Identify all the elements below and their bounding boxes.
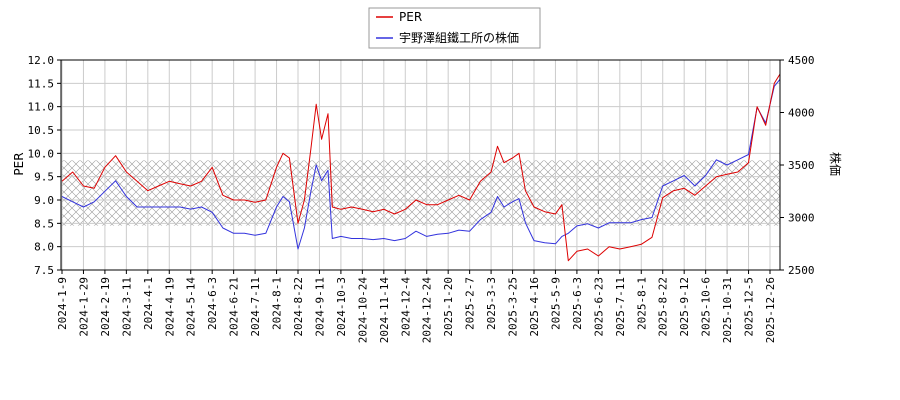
- x-tick-label: 2025-8-22: [657, 277, 670, 337]
- y-left-tick-label: 7.5: [34, 264, 54, 277]
- x-tick-label: 2025-12-26: [764, 277, 777, 343]
- series-line-per: [61, 73, 780, 262]
- x-tick-label: 2025-5-9: [549, 277, 562, 330]
- x-tick-label: 2024-12-4: [399, 277, 412, 337]
- x-tick-label: 2025-10-31: [721, 277, 734, 343]
- x-tick-label: 2025-10-6: [700, 277, 713, 337]
- x-axis: 2024-1-9 2024-1-29 2024-2-19 2024-3-11 2024-…: [56, 270, 777, 343]
- x-tick-label: 2024-7-11: [249, 277, 262, 337]
- x-tick-label: 2024-1-29: [77, 277, 90, 337]
- x-tick-label: 2024-12-24: [421, 277, 434, 344]
- legend: PER 宇野澤組鐵工所の株価: [368, 7, 541, 49]
- plot-area: [60, 59, 781, 271]
- x-tick-label: 2024-1-9: [56, 277, 69, 330]
- x-tick-label: 2024-11-14: [378, 277, 391, 344]
- x-tick-label: 2025-1-20: [442, 277, 455, 337]
- x-tick-label: 2024-3-11: [120, 277, 133, 337]
- y-axis-left-label: PER: [12, 152, 26, 175]
- y-right-tick-label: 2500: [788, 264, 815, 277]
- series-group: [61, 73, 780, 262]
- legend-box: [368, 7, 541, 49]
- x-tick-label: 2024-9-11: [313, 277, 326, 337]
- x-tick-label: 2025-6-3: [571, 277, 584, 330]
- legend-label-per: PER: [399, 10, 422, 24]
- y-left-tick-label: 11.0: [28, 101, 55, 114]
- y-axis-right: 2500 3000 3500 4000 4500: [780, 54, 815, 277]
- x-tick-label: 2025-3-25: [507, 277, 520, 337]
- x-tick-label: 2024-4-1: [142, 277, 155, 330]
- x-tick-label: 2024-10-3: [335, 277, 348, 337]
- x-tick-label: 2024-8-1: [271, 277, 284, 330]
- x-tick-label: 2025-8-1: [635, 277, 648, 330]
- y-left-tick-label: 9.0: [34, 194, 54, 207]
- y-left-tick-label: 9.5: [34, 171, 54, 184]
- x-tick-label: 2024-4-19: [163, 277, 176, 337]
- series-line-price: [61, 78, 780, 250]
- y-axis-right-label: 株価: [828, 152, 843, 176]
- legend-label-price: 宇野澤組鐵工所の株価: [399, 30, 519, 45]
- y-left-tick-label: 8.0: [34, 241, 54, 254]
- x-tick-label: 2025-4-16: [528, 277, 541, 337]
- y-axis-left: 7.5 8.0 8.5 9.0 9.5 10.0 10.5 11.0 11.5 12.0: [28, 54, 61, 277]
- y-right-tick-label: 4500: [788, 54, 815, 67]
- x-tick-label: 2024-5-14: [185, 277, 198, 337]
- x-tick-label: 2024-6-21: [228, 277, 241, 337]
- x-tick-label: 2024-10-24: [356, 277, 369, 344]
- y-right-tick-label: 3500: [788, 159, 815, 172]
- x-tick-label: 2025-3-3: [485, 277, 498, 330]
- x-tick-label: 2024-2-19: [99, 277, 112, 337]
- y-right-tick-label: 3000: [788, 212, 815, 225]
- y-left-tick-label: 8.5: [34, 217, 54, 230]
- x-tick-label: 2025-6-23: [592, 277, 605, 337]
- y-left-tick-label: 12.0: [28, 54, 55, 67]
- x-tick-label: 2025-2-7: [464, 277, 477, 330]
- x-tick-label: 2024-6-3: [206, 277, 219, 330]
- x-tick-label: 2025-9-12: [678, 277, 691, 337]
- x-tick-label: 2025-12-5: [743, 277, 756, 337]
- y-right-tick-label: 4000: [788, 107, 815, 120]
- x-tick-label: 2025-7-11: [614, 277, 627, 337]
- y-left-tick-label: 10.5: [28, 124, 55, 137]
- y-left-tick-label: 11.5: [28, 77, 55, 90]
- y-left-tick-label: 10.0: [28, 147, 55, 160]
- x-tick-label: 2024-8-22: [292, 277, 305, 337]
